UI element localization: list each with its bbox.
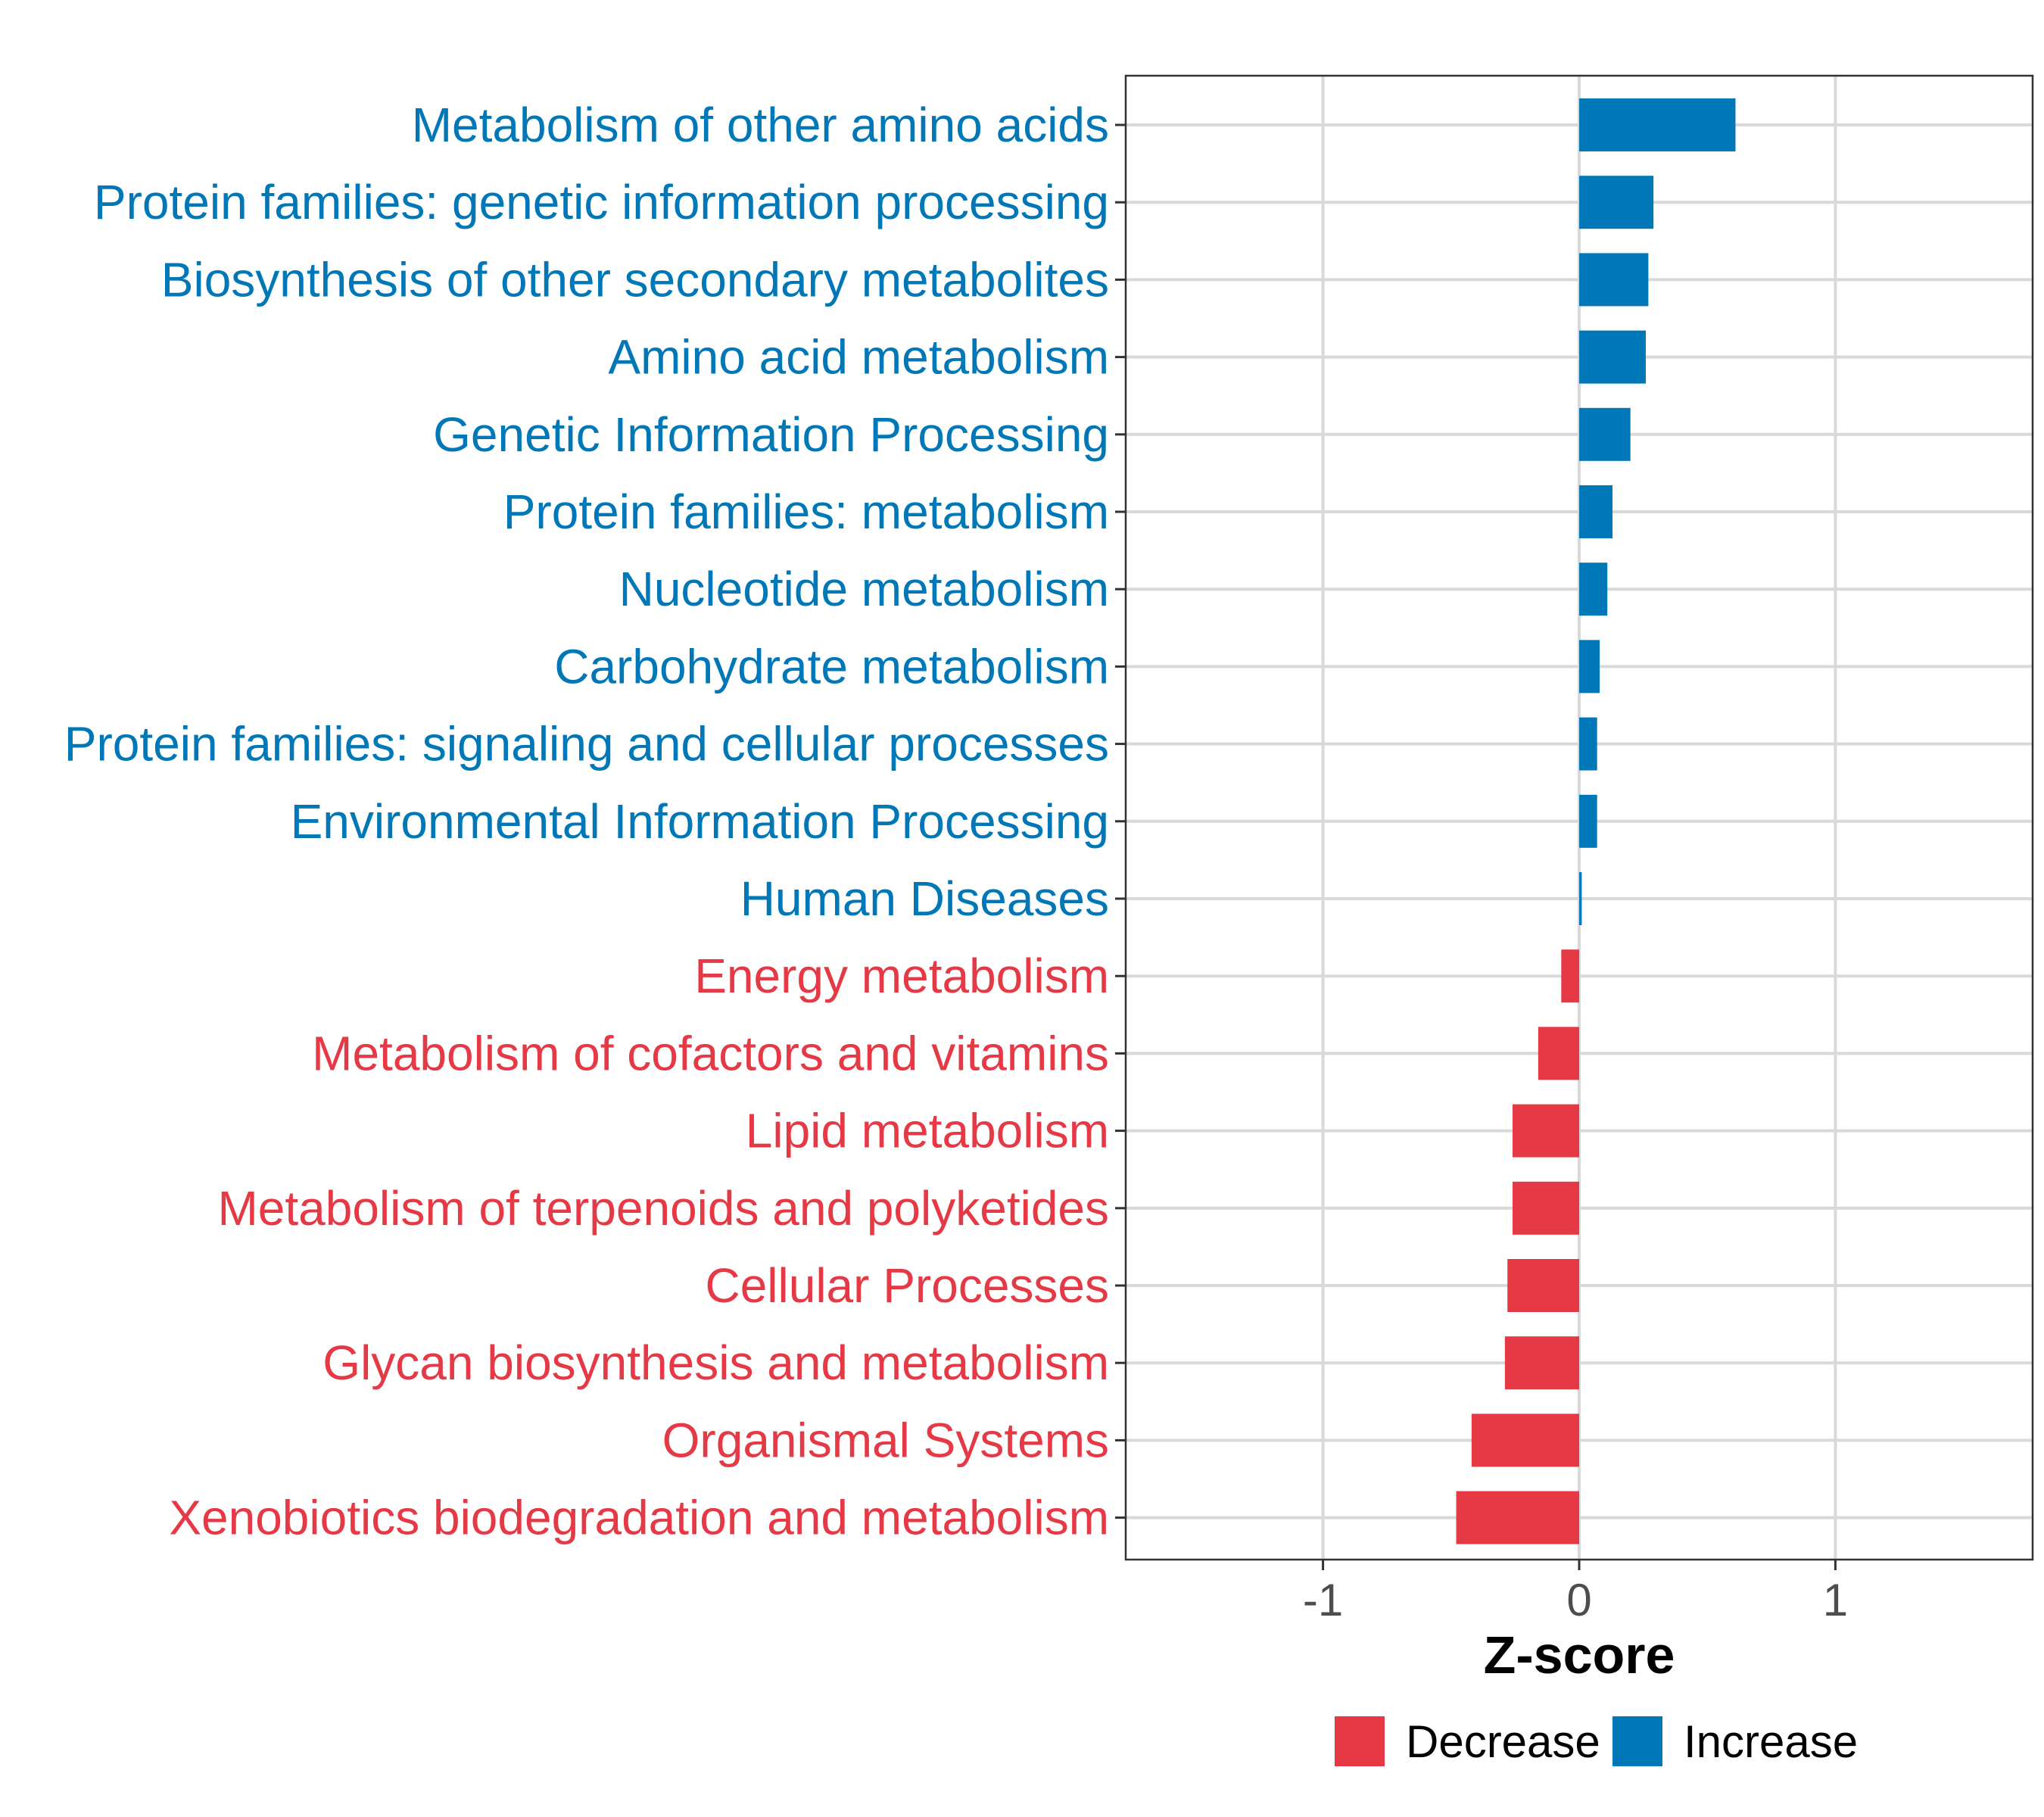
category-label: Cellular Processes <box>705 1258 1109 1313</box>
category-label: Energy metabolism <box>694 949 1109 1003</box>
bar-human-diseases <box>1579 872 1582 925</box>
bar-environmental-information-processing <box>1579 794 1597 848</box>
category-label: Protein families: signaling and cellular… <box>64 717 1109 771</box>
legend: Decrease Increase <box>1335 1716 1858 1767</box>
category-label: Biosynthesis of other secondary metaboli… <box>161 252 1109 307</box>
category-label: Nucleotide metabolism <box>619 562 1109 616</box>
bar-metabolism-of-cofactors-and-vitamins <box>1538 1027 1579 1080</box>
legend-key-increase <box>1612 1716 1662 1766</box>
bar-biosynthesis-of-other-secondary-metabolites <box>1579 253 1649 307</box>
bar-energy-metabolism <box>1561 949 1579 1003</box>
category-label: Organismal Systems <box>662 1413 1109 1467</box>
category-label: Xenobiotics biodegradation and metabolis… <box>169 1491 1109 1545</box>
category-labels: Metabolism of other amino acids Protein f… <box>64 98 1109 1545</box>
bar-genetic-information-processing <box>1579 407 1631 461</box>
x-tick-label: -1 <box>1303 1575 1343 1625</box>
bar-metabolism-of-other-amino-acids <box>1579 98 1736 151</box>
bar-cellular-processes <box>1507 1259 1579 1312</box>
y-axis-ticks <box>1115 123 1126 1519</box>
legend-label-decrease: Decrease <box>1406 1716 1600 1767</box>
category-label: Metabolism of cofactors and vitamins <box>312 1026 1109 1080</box>
x-tick-label: 1 <box>1823 1575 1848 1625</box>
bar-xenobiotics-biodegradation-and-metabolism <box>1456 1491 1579 1544</box>
bar-metabolism-of-terpenoids-and-polyketides <box>1513 1181 1579 1235</box>
category-label: Genetic Information Processing <box>433 407 1109 462</box>
bar-protein-families-genetic-information-processing <box>1579 176 1654 229</box>
bar-nucleotide-metabolism <box>1579 563 1608 616</box>
category-label: Lipid metabolism <box>746 1104 1109 1158</box>
category-label: Protein families: metabolism <box>503 485 1109 539</box>
bar-amino-acid-metabolism <box>1579 330 1646 384</box>
x-axis-ticks: -1 0 1 <box>1303 1560 1848 1625</box>
category-label: Protein families: genetic information pr… <box>94 175 1109 229</box>
bar-protein-families-signaling-and-cellular-processes <box>1579 717 1597 771</box>
bar-organismal-systems <box>1471 1413 1579 1467</box>
category-label: Metabolism of other amino acids <box>412 98 1109 152</box>
category-label: Human Diseases <box>740 871 1109 926</box>
category-label: Metabolism of terpenoids and polyketides <box>217 1181 1109 1236</box>
x-tick-label: 0 <box>1566 1575 1591 1625</box>
bar-protein-families-metabolism <box>1579 485 1612 538</box>
legend-label-increase: Increase <box>1684 1716 1858 1767</box>
bar-glycan-biosynthesis-and-metabolism <box>1504 1336 1579 1390</box>
bar-layer <box>1456 98 1736 1544</box>
category-label: Carbohydrate metabolism <box>554 639 1109 693</box>
category-label: Amino acid metabolism <box>608 330 1109 385</box>
category-label: Glycan biosynthesis and metabolism <box>322 1335 1109 1390</box>
legend-key-decrease <box>1335 1716 1385 1766</box>
bar-carbohydrate-metabolism <box>1579 640 1600 693</box>
bar-lipid-metabolism <box>1513 1104 1579 1158</box>
category-label: Environmental Information Processing <box>291 794 1109 849</box>
x-axis-title: Z-score <box>1484 1625 1675 1685</box>
